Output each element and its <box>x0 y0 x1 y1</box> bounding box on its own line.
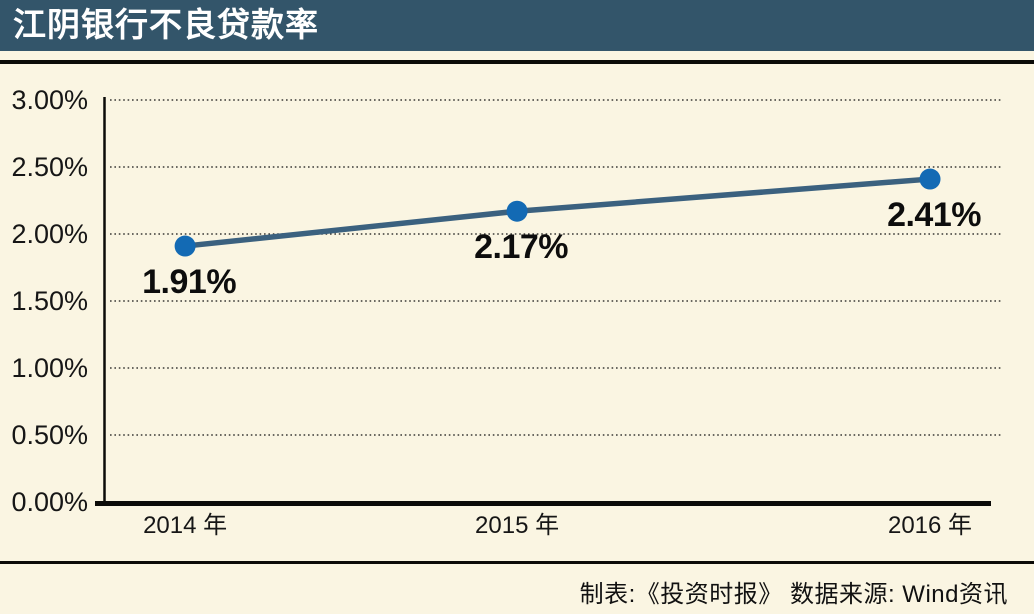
point-label: 2.41% <box>887 196 981 235</box>
chart-title: 江阴银行不良贷款率 <box>13 5 319 43</box>
data-point <box>506 200 528 222</box>
bottom-divider <box>0 561 1034 564</box>
footer-credit: 制表:《投资时报》 数据来源: Wind资讯 <box>579 581 1008 608</box>
y-tick-label: 2.50% <box>11 152 88 182</box>
y-tick-label: 3.00% <box>11 85 88 115</box>
x-tick-label: 2016 年 <box>887 512 973 539</box>
chart-header: 江阴银行不良贷款率 <box>0 0 1034 51</box>
y-tick-label: 0.00% <box>11 487 88 517</box>
point-label: 1.91% <box>142 263 237 302</box>
point-label: 2.17% <box>474 228 569 267</box>
y-tick-label: 2.00% <box>11 219 88 249</box>
x-tick-label: 2015 年 <box>475 512 560 539</box>
y-tick-label: 1.50% <box>11 286 88 316</box>
top-divider <box>0 60 1034 64</box>
x-tick-label: 2014 年 <box>143 512 228 539</box>
y-tick-label: 0.50% <box>11 420 88 450</box>
y-tick-label: 1.00% <box>11 353 88 383</box>
data-point <box>919 168 941 190</box>
data-point <box>174 235 196 257</box>
